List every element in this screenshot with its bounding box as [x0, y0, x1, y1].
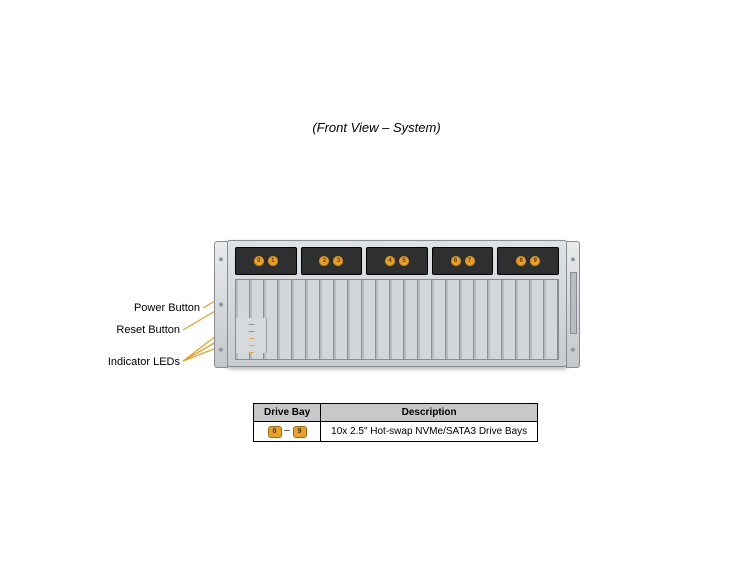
bay-lamp: 7 — [465, 256, 475, 266]
drive-bay-group: 4 5 — [366, 247, 428, 275]
bay-lamp: 2 — [319, 256, 329, 266]
power-button-icon — [248, 324, 255, 325]
bay-lamp: 5 — [399, 256, 409, 266]
drive-bay-group: 6 7 — [432, 247, 494, 275]
cell-bay-range: 0 – 9 — [254, 422, 321, 442]
drive-bay-group: 0 1 — [235, 247, 297, 275]
indicator-led-icon — [249, 345, 254, 346]
range-from-pill: 0 — [268, 426, 282, 438]
figure-title: (Front View – System) — [0, 120, 753, 135]
col-header-drive-bay: Drive Bay — [254, 404, 321, 422]
rack-ear-right — [566, 241, 580, 368]
bay-lamp: 8 — [516, 256, 526, 266]
front-grille — [235, 279, 559, 360]
range-to-pill: 9 — [293, 426, 307, 438]
indicator-led-icon — [249, 352, 254, 353]
callout-power-button: Power Button — [120, 302, 200, 314]
bay-lamp: 6 — [451, 256, 461, 266]
control-panel — [236, 318, 267, 353]
drive-bay-row: 0 1 2 3 4 5 6 7 8 9 — [235, 247, 559, 275]
bay-lamp: 3 — [333, 256, 343, 266]
bay-lamp: 1 — [268, 256, 278, 266]
bay-lamp: 0 — [254, 256, 264, 266]
range-dash: – — [284, 425, 292, 436]
indicator-led-icon — [249, 338, 254, 339]
server-chassis: 0 1 2 3 4 5 6 7 8 9 — [226, 240, 568, 367]
table-row: 0 – 9 10x 2.5" Hot-swap NVMe/SATA3 Drive… — [254, 422, 538, 442]
drive-bay-group: 8 9 — [497, 247, 559, 275]
bay-lamp: 4 — [385, 256, 395, 266]
reset-button-icon — [248, 331, 255, 332]
col-header-description: Description — [321, 404, 538, 422]
callout-indicator-leds: Indicator LEDs — [100, 356, 180, 368]
bay-lamp: 9 — [530, 256, 540, 266]
drive-bay-group: 2 3 — [301, 247, 363, 275]
cell-description: 10x 2.5" Hot-swap NVMe/SATA3 Drive Bays — [321, 422, 538, 442]
drive-bay-table: Drive Bay Description 0 – 9 10x 2.5" Hot… — [253, 403, 538, 442]
table-header-row: Drive Bay Description — [254, 404, 538, 422]
callout-reset-button: Reset Button — [100, 324, 180, 336]
rack-ear-left — [214, 241, 228, 368]
